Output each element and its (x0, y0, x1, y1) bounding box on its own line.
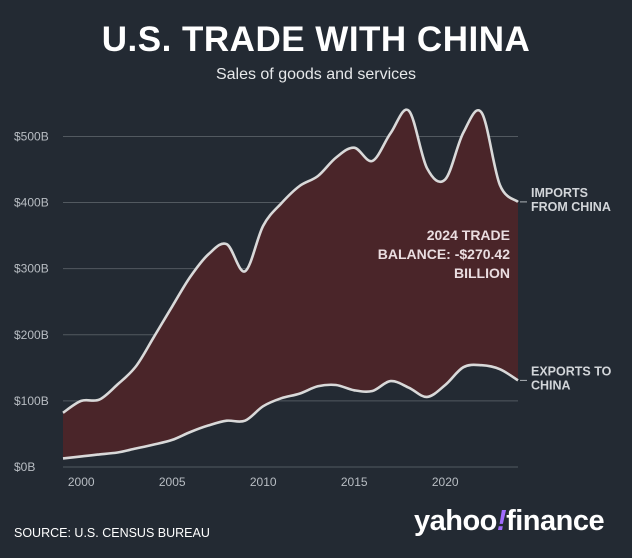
trade-balance-area (63, 109, 518, 459)
x-tick-label: 2020 (432, 475, 459, 489)
exports-line (62, 363, 519, 460)
x-axis-ticks: 2000 2005 2010 2015 2020 (68, 475, 459, 489)
y-axis-ticks: $0B $100B $200B $300B $400B $500B (14, 129, 49, 474)
imports-label: IMPORTS (531, 186, 588, 200)
annotation-line: 2024 TRADE (427, 227, 510, 243)
annotation-line: BILLION (454, 265, 510, 281)
chart-title: U.S. TRADE WITH CHINA (101, 20, 531, 59)
logo-exclamation: ! (496, 505, 507, 537)
logo-finance: finance (506, 505, 605, 537)
exports-label: EXPORTS TO (531, 364, 612, 378)
exports-label: CHINA (531, 378, 571, 392)
imports-label: FROM CHINA (531, 200, 611, 214)
yahoo-finance-logo: yahoo!finance (414, 505, 605, 538)
imports-line (62, 108, 519, 414)
y-tick-label: $400B (14, 196, 49, 210)
annotation-line: BALANCE: -$270.42 (378, 246, 510, 262)
trade-balance-annotation: 2024 TRADE BALANCE: -$270.42 BILLION (378, 227, 510, 281)
y-tick-label: $100B (14, 394, 49, 408)
x-tick-label: 2010 (250, 475, 277, 489)
x-tick-label: 2005 (159, 475, 186, 489)
logo-yahoo: yahoo (414, 505, 497, 537)
chart-subtitle: Sales of goods and services (215, 66, 417, 83)
y-tick-label: $200B (14, 328, 49, 342)
y-tick-label: $300B (14, 262, 49, 276)
x-tick-label: 2000 (68, 475, 95, 489)
y-tick-label: $0B (14, 460, 35, 474)
y-tick-label: $500B (14, 129, 49, 143)
source-note: SOURCE: U.S. CENSUS BUREAU (14, 526, 210, 540)
x-tick-label: 2015 (341, 475, 368, 489)
